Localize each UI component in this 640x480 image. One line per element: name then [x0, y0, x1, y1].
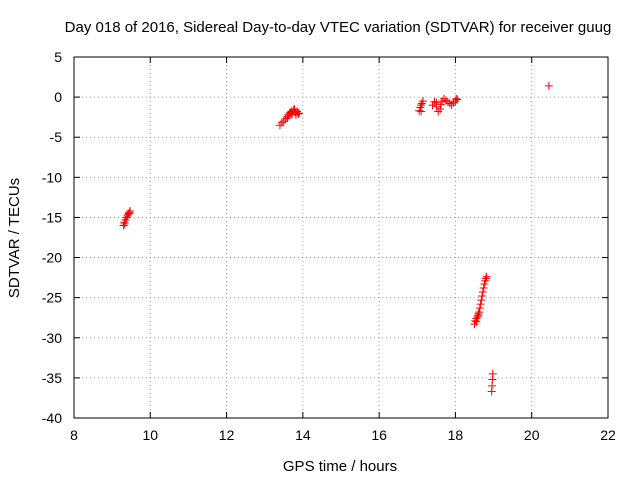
data-point — [479, 284, 488, 293]
x-tick-label: 14 — [295, 427, 311, 443]
axes — [73, 56, 609, 419]
x-tick-label: 12 — [219, 427, 235, 443]
y-tick-label: 0 — [54, 89, 62, 105]
data-point — [432, 98, 441, 107]
x-tick-label: 20 — [524, 427, 540, 443]
data-point — [481, 274, 490, 283]
data-point — [472, 317, 481, 326]
data-point — [477, 296, 486, 305]
data-point — [122, 213, 131, 222]
data-point — [475, 304, 484, 313]
x-tick-label: 18 — [448, 427, 464, 443]
y-tick-label: -25 — [42, 290, 62, 306]
y-tick-label: -20 — [42, 250, 62, 266]
data-point — [476, 300, 485, 309]
y-tick-label: -5 — [50, 129, 63, 145]
data-point — [474, 309, 483, 318]
y-axis-label: SDTVAR / TECUs — [6, 178, 23, 298]
grid-lines — [74, 57, 608, 418]
y-tick-label: -30 — [42, 330, 62, 346]
y-tick-label: -35 — [42, 370, 62, 386]
x-tick-label: 10 — [142, 427, 158, 443]
y-tick-label: -10 — [42, 169, 62, 185]
data-point — [482, 272, 491, 281]
data-points — [119, 81, 553, 396]
tick-labels: 8 10 12 14 16 18 20 22 5 0 -5 -10 -15 -20 -25 -30 -35 -40 — [42, 49, 616, 443]
data-point — [124, 210, 133, 219]
data-point — [441, 96, 450, 105]
data-point — [475, 308, 484, 317]
data-point — [436, 100, 445, 109]
y-tick-label: 5 — [54, 49, 62, 65]
chart-title: Day 018 of 2016, Sidereal Day-to-day VTE… — [65, 19, 612, 36]
data-point — [478, 288, 487, 297]
data-point — [277, 118, 286, 127]
data-point — [283, 113, 292, 122]
data-point — [443, 97, 452, 106]
data-point — [488, 369, 497, 378]
data-point — [295, 109, 304, 118]
data-point — [436, 105, 445, 114]
data-point — [119, 221, 128, 230]
data-point — [544, 81, 553, 90]
data-point — [419, 97, 428, 106]
data-point — [120, 219, 129, 228]
x-tick-label: 22 — [600, 427, 616, 443]
data-point — [453, 95, 462, 104]
data-point — [478, 292, 487, 301]
data-point — [473, 312, 482, 321]
x-axis-label: GPS time / hours — [283, 458, 397, 475]
data-point — [452, 94, 461, 103]
y-tick-label: -40 — [42, 410, 62, 426]
data-point — [439, 94, 448, 103]
data-point — [417, 107, 426, 116]
data-point — [294, 109, 303, 118]
plot-frame — [73, 56, 609, 419]
x-tick-label: 16 — [371, 427, 387, 443]
data-point — [480, 280, 489, 289]
data-point — [415, 106, 424, 115]
data-point — [449, 98, 458, 107]
x-tick-label: 8 — [70, 427, 78, 443]
data-point — [430, 97, 439, 106]
data-point — [445, 99, 454, 108]
y-tick-label: -15 — [42, 209, 62, 225]
data-point — [124, 209, 133, 218]
